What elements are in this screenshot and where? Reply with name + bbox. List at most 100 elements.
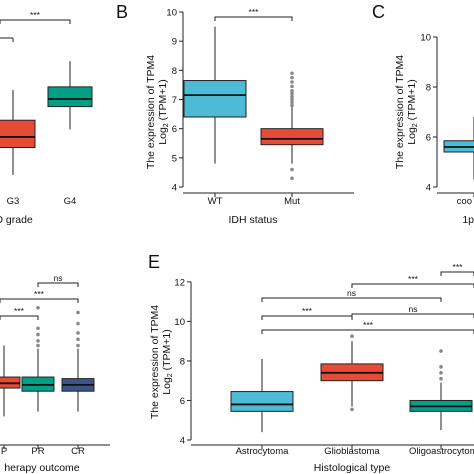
panel-e-x-tick-label: Oligoastrocytom [409, 446, 474, 457]
panel-b-outlier-point [290, 84, 294, 89]
panel-e-y-axis-title: The expression of TPM4 [149, 305, 161, 419]
panel-d-outlier-point [36, 339, 40, 343]
panel-c-plot-area: 4 6 8 10 [420, 33, 474, 197]
panel-e-significance-label: *** [363, 320, 374, 330]
panel-c-y-axis-title: The expression of TPM4 [394, 55, 406, 169]
panel-e-outlier-point [439, 376, 443, 381]
panel-a-plot-area: *** [0, 10, 93, 175]
panel-e-significance-label: *** [302, 306, 313, 316]
panel-b-outlier-point [290, 88, 294, 93]
panel-b-y-tick-label: 6 [172, 124, 177, 135]
panel-e-plot-area: 4 6 8 10 12 *** ns *** ns *** *** [174, 262, 474, 449]
panel-b-y-axis-title: The expression of TPM4 [145, 55, 157, 169]
panel-b-outlier-point [290, 71, 294, 76]
panel-b-x-tick-label: Mut [284, 196, 300, 207]
panel-c: C The expression of TPM4 Log2 (TPM+1) 4 6… [372, 2, 474, 226]
panel-e-significance-bracket [351, 283, 474, 288]
panel-e-outlier-point [439, 365, 443, 369]
panel-a-x-tick-label: G4 [64, 196, 77, 207]
panel-a-x-tick-label: G3 [7, 196, 20, 207]
panel-b-x-axis-title: IDH status [228, 214, 277, 226]
panel-e-significance-label: *** [408, 274, 419, 284]
panel-e-significance-bracket [440, 271, 474, 276]
panel-e-outlier-point [350, 407, 354, 412]
panel-b-y-tick-label: 10 [166, 8, 177, 19]
panel-e-significance-bracket [261, 315, 353, 320]
panel-e-y-tick-label: 4 [180, 436, 185, 447]
panel-c-letter: C [372, 2, 385, 22]
panel-d-outlier-point [36, 305, 40, 310]
panel-c-y-tick-label: 6 [426, 133, 431, 144]
panel-b-y-tick-label: 9 [172, 37, 177, 48]
panel-a: *** G3 G4 HO grade [0, 10, 93, 226]
panel-d-outlier-point [76, 331, 80, 335]
panel-c-y-tick-label: 8 [426, 83, 431, 94]
panel-b-outlier-point [290, 91, 294, 96]
panel-d-outlier-point [36, 326, 40, 331]
panel-e-significance-bracket [261, 297, 442, 302]
panel-d-outlier-point [76, 343, 80, 348]
panel-b-y-tick-label: 8 [172, 66, 177, 77]
panel-b-outlier-point [290, 80, 294, 84]
panel-e-y-tick-label: 10 [174, 317, 185, 328]
panel-b-significance-label: *** [249, 7, 260, 17]
panel-b-outlier-point [290, 97, 294, 102]
panel-b-outlier-point [290, 176, 294, 181]
panel-d-outlier-point [76, 310, 80, 315]
panel-b-outlier-point [290, 94, 294, 99]
panel-e-letter: E [148, 252, 160, 272]
panel-d-outlier-point [76, 321, 80, 326]
panel-b-plot-area: 4 5 6 7 8 9 10 *** [166, 7, 354, 197]
panel-d-outlier-point [76, 337, 80, 342]
panel-d-significance-bracket [37, 282, 79, 287]
panel-b-letter: B [116, 2, 128, 22]
panel-a-box [0, 119, 36, 149]
panel-e-box [230, 391, 294, 412]
panel-c-y-tick-label: 4 [426, 183, 431, 194]
panel-c-x-axis-title: 1p [462, 214, 474, 226]
panel-d-x-tick-label: CR [71, 446, 85, 457]
panel-a-box [47, 86, 93, 108]
panel-e-y-axis-subtitle: Log2 (TPM+1) [161, 329, 174, 394]
panel-b-box [260, 128, 324, 146]
panel-b-box [183, 80, 247, 118]
panel-d-plot-area: ns *** *** [0, 273, 110, 449]
panel-e-significance-label: ns [347, 288, 356, 298]
panel-c-x-tick-label: coo [457, 196, 472, 207]
panel-a-significance-bracket [0, 19, 71, 24]
panel-b-outlier-point [290, 100, 294, 105]
panel-d-x-axis-title: herapy outcome [4, 462, 79, 474]
panel-e-x-tick-label: Astrocytoma [236, 446, 290, 457]
panel-b-significance-bracket [214, 16, 293, 21]
panel-e-x-axis-title: Histological type [314, 462, 391, 474]
panel-b-y-tick-label: 5 [172, 153, 177, 164]
panel-e-outlier-point [439, 370, 443, 375]
panel-e-x-tick-label: Glioblastoma [324, 446, 380, 457]
panel-b-y-tick-label: 4 [172, 183, 177, 194]
panel-c-y-axis-subtitle: Log2 (TPM+1) [406, 79, 419, 144]
panel-b: B The expression of TPM4 Log2 (TPM+1) 4 5… [116, 2, 354, 226]
panel-d-outlier-point [36, 332, 40, 337]
panel-d: ns *** *** P PR CR herapy outcome [0, 273, 110, 474]
panel-d-significance-label: *** [14, 306, 25, 316]
panel-d-significance-label: *** [34, 289, 45, 299]
panel-e-y-tick-label: 12 [174, 277, 185, 288]
panel-b-outlier-point [290, 75, 294, 80]
panel-e-outlier-point [439, 349, 443, 353]
panel-e-significance-bracket [351, 313, 474, 318]
panel-e-significance-label: ns [409, 304, 418, 314]
panel-b-y-tick-label: 7 [172, 95, 177, 106]
panel-d-x-tick-label: PR [31, 446, 44, 457]
panel-d-significance-bracket [0, 315, 39, 320]
panel-b-y-axis-subtitle: Log2 (TPM+1) [157, 79, 170, 144]
panel-c-y-tick-label: 10 [420, 33, 431, 44]
panel-e-outlier-point [350, 334, 354, 339]
panel-e-y-tick-label: 8 [180, 356, 185, 367]
panel-e-significance-bracket [261, 329, 474, 334]
panel-d-significance-bracket [0, 298, 79, 303]
panel-a-significance-label: *** [30, 10, 41, 20]
panel-d-significance-label: ns [54, 273, 63, 283]
panel-e-significance-label: *** [453, 262, 464, 272]
panel-a-x-axis-title: HO grade [0, 214, 33, 226]
